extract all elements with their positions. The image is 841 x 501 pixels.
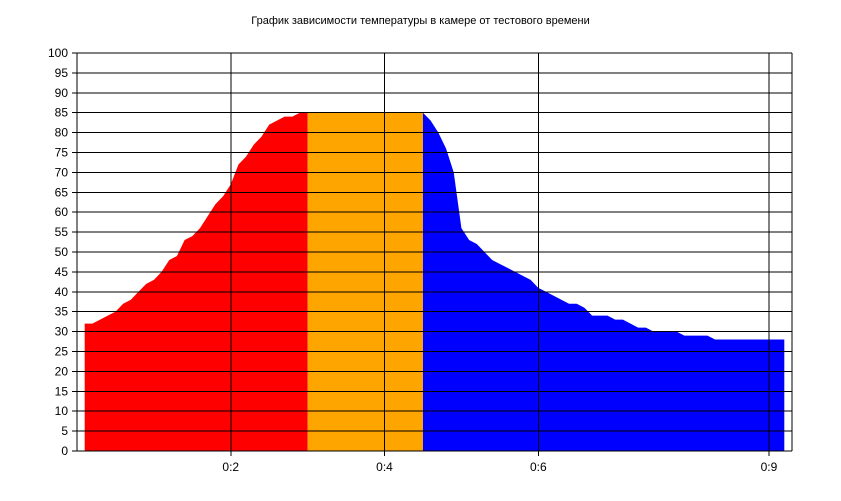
area-series-3: [422, 112, 785, 451]
x-tick-label: 0:4: [376, 460, 393, 474]
y-tick-label: 30: [55, 325, 69, 339]
x-tick-label: 0:9: [761, 460, 778, 474]
grid-lines: [77, 52, 792, 452]
y-tick-label: 5: [61, 424, 68, 438]
y-tick-label: 85: [55, 106, 69, 120]
area-series-1: [84, 112, 308, 451]
y-tick-label: 25: [55, 345, 69, 359]
y-tick-label: 35: [55, 305, 69, 319]
y-tick-label: 70: [55, 165, 69, 179]
y-tick-label: 55: [55, 225, 69, 239]
y-tick-label: 60: [55, 205, 69, 219]
y-tick-label: 20: [55, 364, 69, 378]
area-series-2: [307, 112, 423, 451]
y-tick-label: 40: [55, 285, 69, 299]
y-tick-label: 0: [61, 444, 68, 458]
y-tick-label: 15: [55, 384, 69, 398]
y-tick-label: 45: [55, 265, 69, 279]
x-tick-label: 0:6: [530, 460, 547, 474]
y-tick-label: 75: [55, 146, 69, 160]
x-tick-labels: 0:2 0:4 0:6 0:9: [222, 460, 777, 474]
y-tick-label: 90: [55, 86, 69, 100]
area-fills: [84, 112, 785, 451]
x-tick-label: 0:2: [222, 460, 239, 474]
y-tick-label: 80: [55, 126, 69, 140]
y-tick-labels: 0 5 10 15 20 25 30 35 40 45 50 55 60 65 70 75 80 85 90 95 10…: [48, 46, 68, 458]
chart-title: График зависимости температуры в камере …: [251, 15, 590, 27]
y-tick-label: 10: [55, 404, 69, 418]
y-tick-label: 50: [55, 245, 69, 259]
y-tick-label: 65: [55, 185, 69, 199]
y-tick-label: 95: [55, 66, 69, 80]
y-tick-label: 100: [48, 46, 68, 60]
axes: [72, 52, 793, 456]
